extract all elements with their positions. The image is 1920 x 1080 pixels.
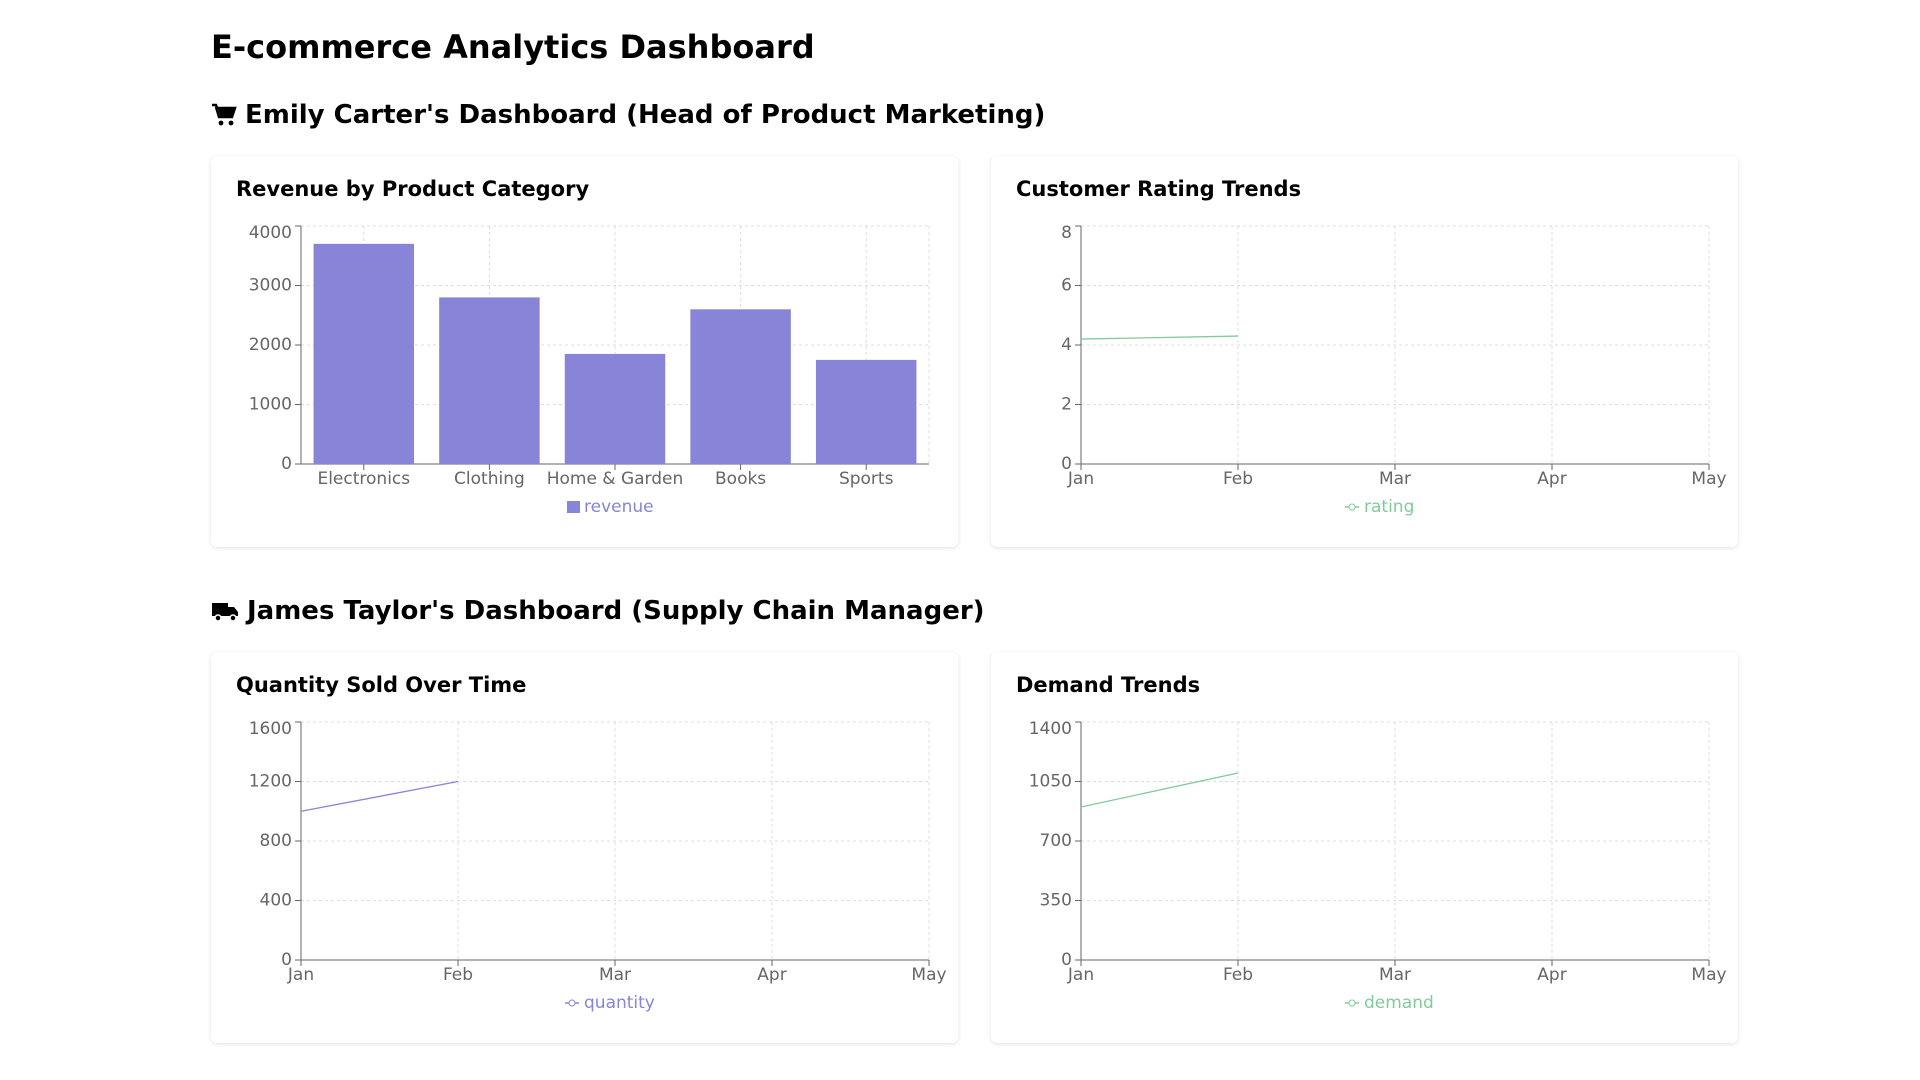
x-tick-label: Apr [1537, 469, 1566, 489]
y-tick-label: 400 [260, 891, 292, 911]
y-tick-label: 4 [1061, 335, 1072, 355]
x-tick-label: Jan [1067, 469, 1094, 489]
chart-title: Customer Rating Trends [1016, 177, 1301, 201]
x-tick-label: Home & Garden [547, 469, 684, 489]
x-tick-label: May [911, 965, 946, 985]
y-tick-label: 1200 [249, 772, 292, 792]
bar [564, 353, 666, 464]
chart-card: Demand Trends 0 350 700 1050 1400 Jan Feb Mar Apr… [991, 652, 1738, 1043]
chart-title: Quantity Sold Over Time [236, 673, 526, 697]
y-tick-label: 350 [1040, 891, 1072, 911]
y-tick-label: 0 [281, 950, 292, 970]
chart-card: Customer Rating Trends 0 2 4 6 8 Jan Feb Mar Apr M… [991, 156, 1738, 547]
x-tick-label: Books [715, 469, 766, 489]
y-tick-label: 3000 [249, 276, 292, 296]
line [1080, 335, 1239, 340]
bar [815, 359, 917, 464]
chart: Quantity Sold Over Time 0 400 800 1200 1600 Ja… [236, 673, 947, 1013]
section-heading: Emily Carter's Dashboard (Head of Produc… [245, 100, 1046, 130]
y-tick-label: 2 [1061, 395, 1072, 415]
y-tick-label: 0 [281, 454, 292, 474]
x-tick-label: Clothing [454, 469, 525, 489]
y-tick-label: 0 [1061, 454, 1072, 474]
bar [439, 297, 540, 464]
legend-label: rating [1364, 497, 1414, 517]
chart-card: Revenue by Product Category 0 1000 2000 3000… [211, 156, 958, 547]
x-tick-label: May [1691, 469, 1726, 489]
x-tick-label: Jan [287, 965, 314, 985]
bar [313, 243, 415, 464]
y-tick-label: 1400 [1029, 719, 1072, 739]
legend-swatch [567, 501, 580, 513]
y-tick-label: 8 [1061, 223, 1072, 243]
x-tick-label: Feb [1223, 965, 1253, 985]
y-tick-label: 1600 [249, 719, 292, 739]
y-tick-label: 1050 [1029, 772, 1072, 792]
x-tick-label: Apr [757, 965, 786, 985]
chart: Demand Trends 0 350 700 1050 1400 Jan Feb Mar Apr… [1016, 673, 1727, 1013]
chart-title: Demand Trends [1016, 673, 1200, 697]
x-tick-label: Feb [1223, 469, 1253, 489]
section-heading: James Taylor's Dashboard (Supply Chain M… [247, 596, 985, 626]
y-tick-label: 2000 [249, 335, 292, 355]
cart-icon [212, 103, 237, 126]
y-tick-label: 700 [1040, 831, 1072, 851]
page-title: E-commerce Analytics Dashboard [211, 28, 815, 66]
legend-swatch [1348, 999, 1356, 1007]
truck-icon [212, 603, 238, 622]
y-tick-label: 800 [260, 831, 292, 851]
chart-card: Quantity Sold Over Time 0 400 800 1200 1600 Ja… [211, 652, 958, 1043]
section-title: Emily Carter's Dashboard (Head of Produc… [211, 100, 1045, 130]
x-tick-label: Mar [1379, 469, 1411, 489]
y-tick-label: 0 [1061, 950, 1072, 970]
legend-swatch [1348, 503, 1356, 511]
legend-label: quantity [584, 993, 655, 1013]
chart: Customer Rating Trends 0 2 4 6 8 Jan Feb Mar Apr M… [1016, 177, 1727, 517]
y-tick-label: 4000 [249, 223, 292, 243]
line [1080, 772, 1239, 808]
x-tick-label: Apr [1537, 965, 1566, 985]
legend-label: revenue [584, 497, 654, 517]
x-tick-label: May [1691, 965, 1726, 985]
x-tick-label: Mar [1379, 965, 1411, 985]
x-tick-label: Electronics [317, 469, 410, 489]
x-tick-label: Feb [443, 965, 473, 985]
x-tick-label: Mar [599, 965, 631, 985]
y-tick-label: 1000 [249, 395, 292, 415]
section-title: James Taylor's Dashboard (Supply Chain M… [211, 596, 985, 626]
chart: Revenue by Product Category 0 1000 2000 3000… [236, 177, 930, 517]
chart-title: Revenue by Product Category [236, 177, 589, 201]
bar [690, 309, 791, 464]
y-tick-label: 6 [1061, 276, 1072, 296]
legend-label: demand [1364, 993, 1434, 1013]
legend-swatch [568, 999, 576, 1007]
line [300, 780, 459, 812]
x-tick-label: Sports [839, 469, 894, 489]
x-tick-label: Jan [1067, 965, 1094, 985]
